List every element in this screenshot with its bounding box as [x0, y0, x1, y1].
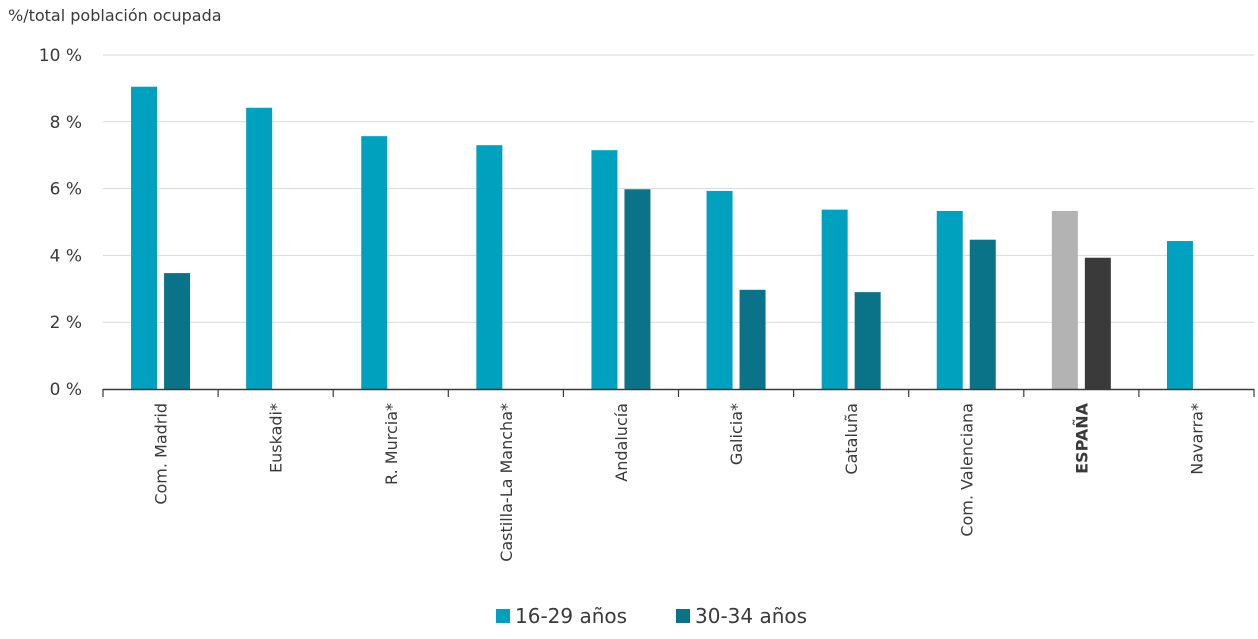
x-category-label: R. Murcia* — [382, 403, 401, 485]
bar — [739, 289, 766, 389]
y-tick-label: 10 % — [39, 46, 82, 66]
legend-swatch — [676, 609, 690, 623]
legend-label: 30-34 años — [695, 604, 807, 628]
bar — [624, 189, 651, 389]
bar — [854, 292, 881, 389]
x-category-label: ESPAÑA — [1072, 402, 1091, 473]
bar — [1051, 210, 1078, 389]
bar — [164, 273, 191, 389]
legend-label: 16-29 años — [515, 604, 627, 628]
y-tick-label: 4 % — [50, 246, 82, 266]
x-category-label: Cataluña — [842, 403, 861, 475]
x-category-label: Castilla-La Mancha* — [497, 403, 516, 562]
bar — [591, 150, 618, 389]
bar — [246, 107, 273, 389]
bar — [706, 190, 733, 389]
y-tick-label: 6 % — [50, 180, 82, 200]
y-tick-label: 2 % — [50, 313, 82, 333]
bar — [969, 239, 996, 389]
gridlines — [103, 54, 1254, 323]
bar — [131, 86, 158, 389]
legend: 16-29 años 30-34 años — [496, 604, 807, 628]
legend-swatch — [496, 609, 510, 623]
bars — [131, 86, 1193, 389]
bar — [361, 136, 388, 389]
y-tick-label: 0 % — [50, 380, 82, 400]
x-category-label: Navarra* — [1187, 403, 1206, 475]
bar — [476, 145, 503, 389]
x-axis: Com. Madrid Euskadi* R. Murcia* Castilla-La… — [102, 388, 1255, 562]
x-category-label: Andalucía — [612, 403, 631, 482]
bar — [936, 210, 963, 389]
x-category-label: Com. Valenciana — [957, 403, 976, 537]
bar — [1084, 257, 1111, 389]
y-axis-unit-label: %/total población ocupada — [8, 6, 222, 25]
x-category-label: Galicia* — [727, 403, 746, 465]
y-tick-label: 8 % — [50, 113, 82, 133]
y-axis-ticks: 0 % 2 % 4 % 6 % 8 % 10 % — [39, 46, 82, 400]
bar — [821, 209, 848, 389]
bar — [1166, 241, 1193, 389]
x-category-label: Com. Madrid — [152, 403, 171, 505]
x-category-label: Euskadi* — [267, 403, 286, 473]
